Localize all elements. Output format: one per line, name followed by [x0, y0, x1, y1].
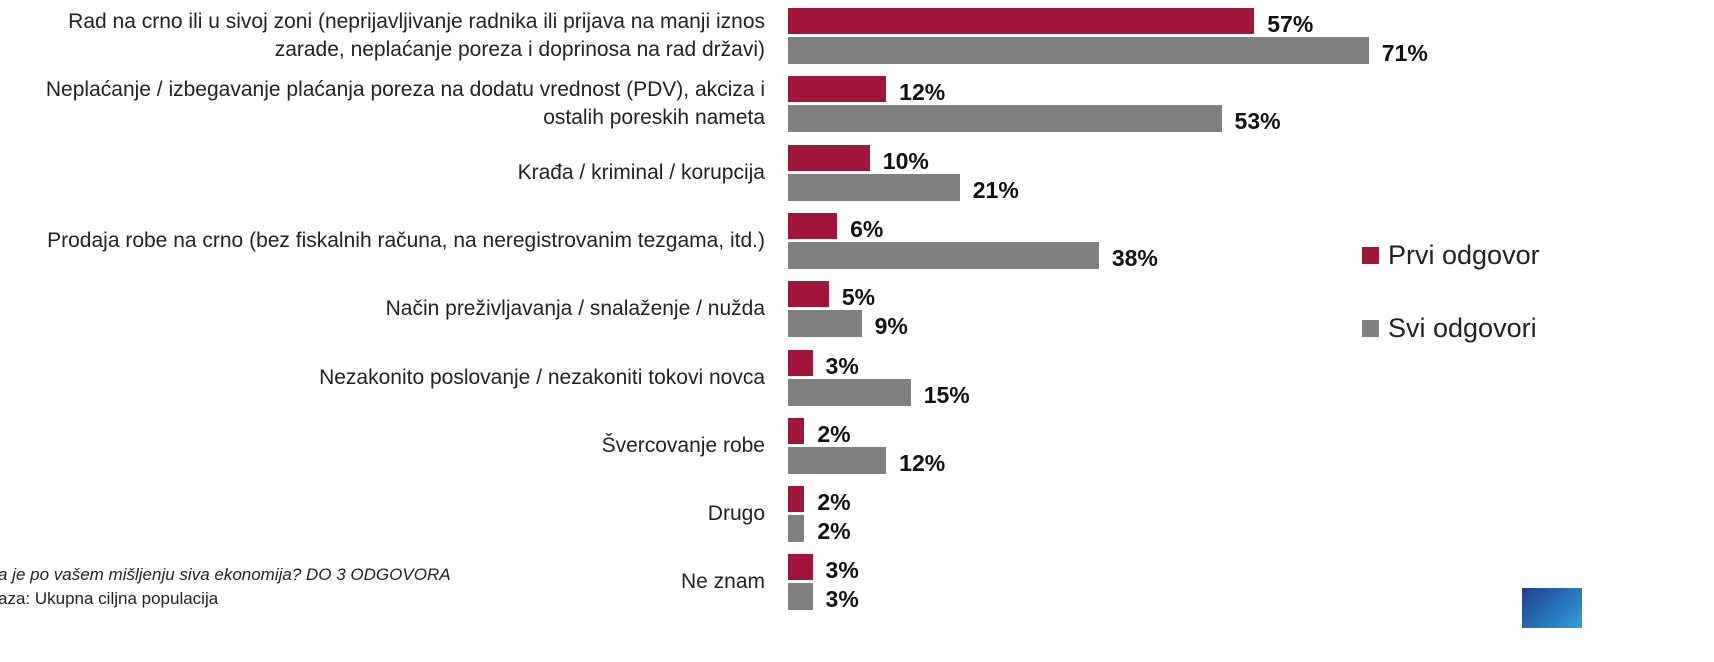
category-label: Rad na crno ili u sivoj zoni (neprijavlj… — [68, 10, 765, 61]
category-label: Drugo — [707, 502, 765, 526]
bar — [788, 310, 862, 338]
value-label: 15% — [923, 381, 970, 408]
legend-label: Prvi odgovor — [1388, 240, 1540, 270]
value-label: 2% — [817, 489, 851, 516]
value-label: 5% — [841, 284, 876, 311]
value-label: 9% — [874, 313, 908, 340]
category-label: Prodaja robe na crno (bez fiskalnih raču… — [47, 228, 765, 252]
logo — [1522, 588, 1582, 628]
bar — [788, 515, 805, 543]
category-label: Neplaćanje / izbegavanje plaćanja poreza… — [45, 78, 765, 130]
bar — [788, 446, 887, 474]
bar — [788, 281, 829, 308]
value-label: 3% — [825, 586, 859, 613]
value-label: 2% — [817, 420, 851, 447]
base-note: aza: Ukupna ciljna populacija — [0, 589, 219, 608]
category-label: Krađa / kriminal / korupcija — [517, 160, 765, 184]
legend-swatch — [1362, 247, 1379, 264]
value-label: 3% — [825, 557, 859, 584]
value-label: 38% — [1111, 244, 1158, 271]
bar — [788, 105, 1222, 133]
bar — [788, 76, 887, 103]
category-label: Ne znam — [680, 570, 765, 594]
bar — [788, 378, 911, 406]
category-label: Nezakonito poslovanje / nezakoniti tokov… — [319, 365, 765, 389]
value-label: 10% — [882, 147, 929, 174]
value-label: 57% — [1267, 11, 1314, 37]
bar — [788, 583, 813, 611]
legend-swatch — [1362, 320, 1379, 337]
value-label: 12% — [899, 449, 946, 476]
value-label: 21% — [972, 176, 1019, 203]
bar — [788, 144, 870, 171]
bar — [788, 212, 838, 239]
question-note: a je po vašem mišljenju siva ekonomija? … — [0, 565, 451, 584]
bar — [788, 554, 813, 581]
bar — [788, 486, 805, 513]
bar — [788, 349, 813, 376]
bar — [788, 37, 1369, 64]
legend-label: Svi odgovori — [1388, 313, 1537, 343]
value-label: 3% — [825, 352, 859, 379]
value-label: 2% — [817, 518, 851, 545]
bar — [788, 417, 805, 444]
value-label: 53% — [1234, 108, 1281, 135]
category-label: Način preživljavanja / snalaženje / nužd… — [385, 297, 765, 321]
value-label: 6% — [850, 215, 884, 242]
bar — [788, 173, 960, 201]
value-label: 12% — [899, 79, 946, 106]
bar — [788, 241, 1099, 269]
category-label: Švercovanje robe — [601, 433, 765, 457]
bar — [788, 8, 1255, 34]
value-label: 71% — [1381, 40, 1428, 66]
